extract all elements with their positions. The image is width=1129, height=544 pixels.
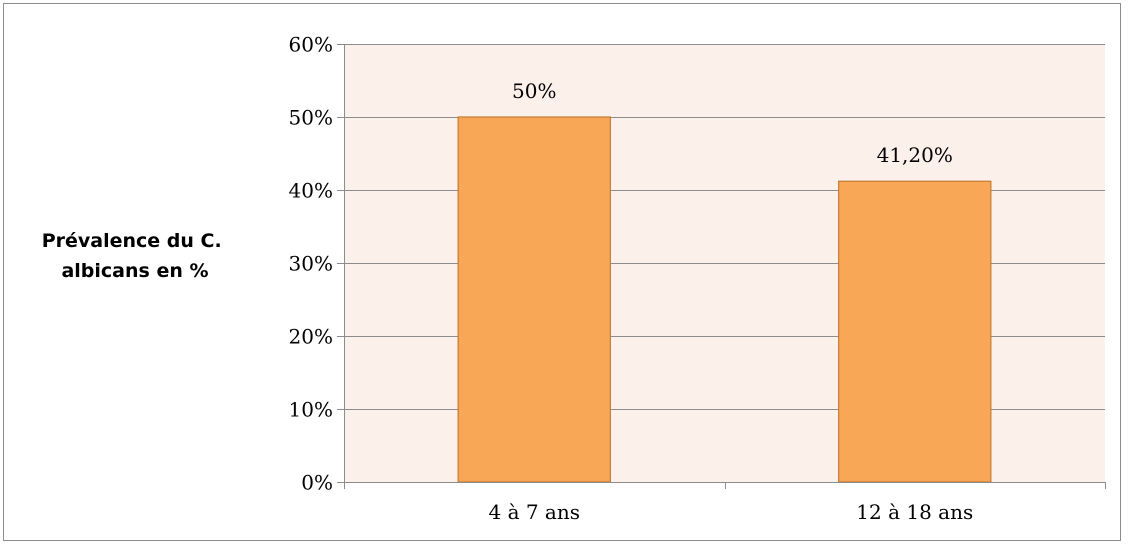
y-axis-title-line-2: albicans en % xyxy=(61,260,208,282)
y-tick-label: 50% xyxy=(289,106,333,130)
x-tick-label: 12 à 18 ans xyxy=(856,500,973,524)
x-tick-label: 4 à 7 ans xyxy=(488,500,580,524)
bars xyxy=(457,116,992,483)
bar xyxy=(457,116,611,483)
y-tick-labels: 0% 10% 20% 30% 40% 50% 60% xyxy=(289,33,333,495)
y-tick-label: 60% xyxy=(289,33,333,57)
y-tick-label: 30% xyxy=(289,252,333,276)
data-label: 50% xyxy=(512,79,556,103)
y-tick-label: 0% xyxy=(301,471,333,495)
y-tick-label: 10% xyxy=(289,398,333,422)
y-axis-title: Prévalence du C. albicans en % xyxy=(42,230,229,282)
x-tick-labels: 4 à 7 ans 12 à 18 ans xyxy=(488,500,973,524)
y-tick-label: 40% xyxy=(289,179,333,203)
data-labels: 50% 41,20% xyxy=(512,79,953,167)
y-tick-label: 20% xyxy=(289,325,333,349)
bar xyxy=(838,180,992,483)
axes xyxy=(337,44,1106,489)
data-label: 41,20% xyxy=(877,143,953,167)
y-axis-title-line-1: Prévalence du C. xyxy=(42,230,222,252)
